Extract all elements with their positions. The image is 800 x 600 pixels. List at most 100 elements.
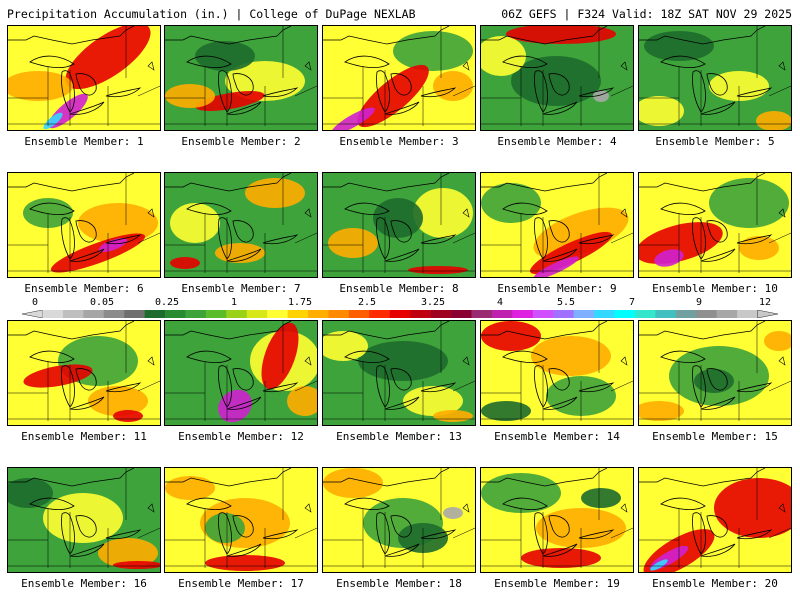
header-title-right: 06Z GEFS | F324 Valid: 18Z SAT NOV 29 20… [501,7,792,21]
precip-map [639,173,791,277]
precip-contour-green [481,473,561,513]
colorbar-tick-label: 0.05 [89,297,115,308]
ensemble-member-map-6 [7,172,161,278]
precip-contour-orange [245,178,305,208]
precip-contour-yellow [225,61,305,101]
precip-map [8,468,160,572]
precip-contour-red [481,321,541,351]
precip-contour-yellow [413,188,473,238]
precip-contour-red [195,91,265,111]
precip-map [165,321,317,425]
precip-contour-magenta [98,238,128,252]
precip-contour-yellow [403,386,463,416]
precip-contour-grey [443,507,463,519]
colorbar-swatch [614,310,636,318]
colorbar-swatch [696,310,718,318]
ensemble-member-map-11 [7,320,161,426]
map-outline [481,26,633,126]
map-outline [639,321,791,421]
ensemble-member-map-17 [164,467,318,573]
colorbar-swatch [675,310,697,318]
precip-map [165,173,317,277]
ensemble-member-map-12 [164,320,318,426]
ensemble-member-map-16 [7,467,161,573]
ensemble-member-caption: Ensemble Member: 1 [24,135,144,148]
colorbar-tick-label: 12 [758,297,772,308]
colorbar-swatch [655,310,677,318]
precip-contour-yellow [639,96,684,126]
colorbar-swatch [594,310,615,318]
precip-contour-orange [328,228,378,258]
colorbar-swatch [553,310,574,318]
precip-map [323,468,475,572]
precip-map [639,26,791,130]
precip-contour-green [709,178,789,228]
ensemble-member-caption: Ensemble Member: 18 [336,577,462,590]
ensemble-member-caption: Ensemble Member: 5 [655,135,775,148]
precip-map [639,468,791,572]
ensemble-member-map-9 [480,172,634,278]
colorbar-swatch [389,310,411,318]
ensemble-member-map-20 [638,467,792,573]
precip-contour-darkgreen [694,369,734,393]
colorbar-swatch [185,310,207,318]
precip-map [8,321,160,425]
precip-contour-darkgreen [195,41,255,71]
ensemble-member-map-3 [322,25,476,131]
map-outline [639,173,791,273]
colorbar-swatch [451,310,472,318]
colorbar-tick-label: 1.75 [287,297,313,308]
ensemble-member-map-2 [164,25,318,131]
map-outline [323,468,475,568]
ensemble-member-map-4 [480,25,634,131]
precip-contour-orange [287,386,317,416]
precip-contour-orange [323,468,383,498]
precip-contour-magenta [654,249,684,267]
precip-contour-magenta [533,256,579,277]
precip-contour-yellow [323,331,368,361]
colorbar-left-arrow [22,310,43,318]
map-outline [8,468,160,568]
precip-contour-darkgreen [581,488,621,508]
precip-contour-darkgreen [481,401,531,421]
precip-contour-darkgreen [373,198,423,238]
ensemble-member-caption: Ensemble Member: 6 [24,282,144,295]
precip-contour-yellow [43,493,123,543]
colorbar-swatch [328,310,350,318]
colorbar-tick-label: 5.5 [556,297,576,308]
precip-contour-orange [8,71,73,101]
precip-contour-orange [433,71,473,101]
ensemble-member-caption: Ensemble Member: 20 [652,577,778,590]
precip-contour-orange [98,538,158,568]
precip-contour-orange [639,401,684,421]
colorbar-swatch [512,310,534,318]
map-outline [165,468,317,568]
precipitation-colorbar [22,310,778,318]
colorbar-tick-label: 0 [31,297,39,308]
ensemble-member-map-7 [164,172,318,278]
colorbar-tick-label: 1 [230,297,238,308]
precip-contour-orange [165,476,215,500]
ensemble-member-caption: Ensemble Member: 12 [178,430,304,443]
ensemble-member-caption: Ensemble Member: 4 [497,135,617,148]
precip-contour-darkgreen [644,31,714,61]
colorbar-swatch [308,310,329,318]
ensemble-member-map-5 [638,25,792,131]
precip-map [8,173,160,277]
colorbar-swatch [471,310,493,318]
ensemble-member-caption: Ensemble Member: 11 [21,430,147,443]
colorbar-swatch [124,310,145,318]
precip-contour-red [714,478,791,538]
map-outline [165,321,317,421]
precip-contour-orange [531,336,611,376]
colorbar-swatch [205,310,227,318]
ensemble-member-map-13 [322,320,476,426]
colorbar-swatch [634,310,656,318]
precip-map [481,321,633,425]
colorbar-swatch [737,310,758,318]
map-outline [165,26,317,126]
colorbar-tick-label: 4 [496,297,504,308]
colorbar-tick-label: 9 [695,297,703,308]
ensemble-member-map-14 [480,320,634,426]
precip-map [481,468,633,572]
